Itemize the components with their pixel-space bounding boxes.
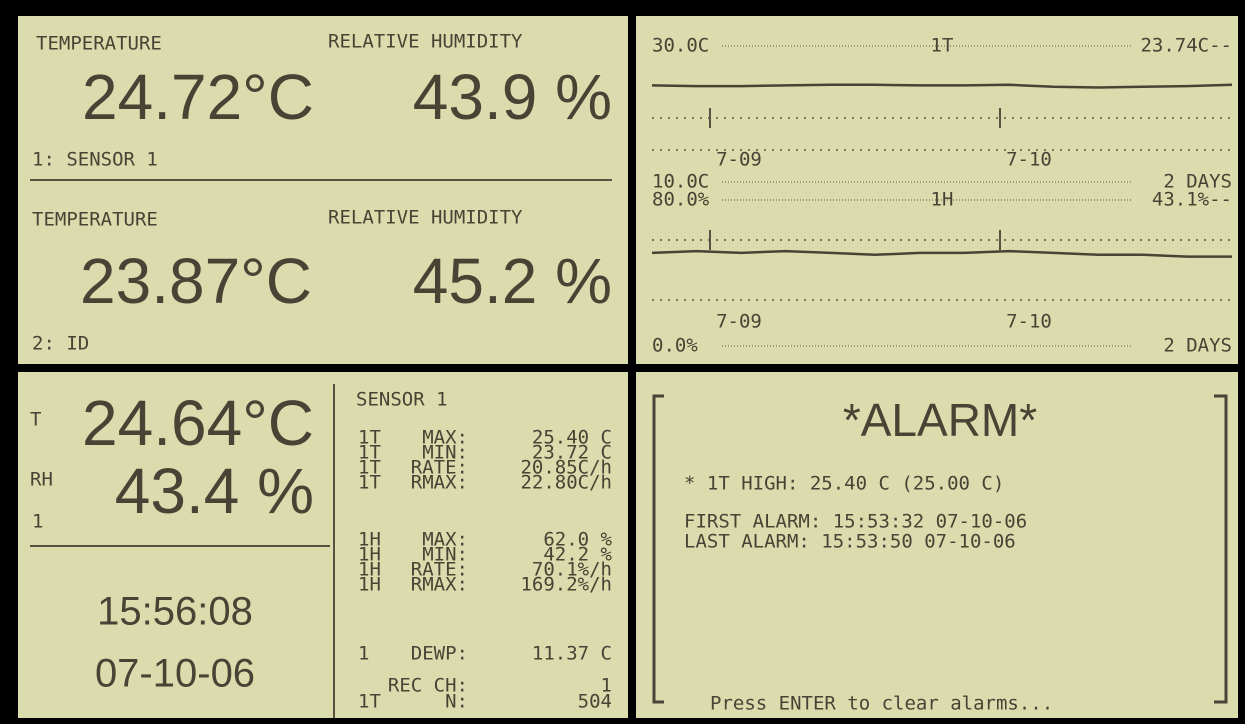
stat-value: 22.80C/h xyxy=(520,472,612,494)
temperature: 24.72°C xyxy=(82,61,314,133)
stat-channel: 1T xyxy=(358,472,381,494)
span: 2 DAYS xyxy=(1163,335,1232,357)
stat-label: N: xyxy=(445,691,468,713)
x-label: 7-09 xyxy=(716,311,762,333)
label: T xyxy=(30,409,41,431)
current: 43.1%-- xyxy=(1152,189,1232,211)
date: 07-10-06 xyxy=(95,652,255,696)
channel: 1H xyxy=(931,189,954,211)
x-label: 7-10 xyxy=(1006,311,1052,333)
stat-label: RMAX: xyxy=(411,574,468,596)
stat-value: 11.37 C xyxy=(532,643,612,665)
stat-label: DEWP: xyxy=(411,643,468,665)
stat-channel: 1T xyxy=(358,691,381,713)
footer: Press ENTER to clear alarms... xyxy=(710,693,1053,715)
first-alarm: FIRST ALARM: 15:53:32 07-10-06 xyxy=(684,511,1027,533)
humidity: 43.4 % xyxy=(115,455,314,527)
label: RELATIVE HUMIDITY xyxy=(328,207,523,229)
humidity: 45.2 % xyxy=(413,245,612,317)
sensor: 2: ID xyxy=(32,333,89,355)
alarm-title: *ALARM* xyxy=(843,394,1037,446)
stat-value: 504 xyxy=(578,691,612,713)
sensor: 1: SENSOR 1 xyxy=(32,149,158,171)
last-alarm: LAST ALARM: 15:53:50 07-10-06 xyxy=(684,531,1016,553)
y-tick-label: 0.0% xyxy=(652,335,698,357)
stat-channel: 1 xyxy=(358,643,369,665)
label: RH xyxy=(30,469,53,491)
temperature: 24.64°C xyxy=(82,387,314,459)
label: 1 xyxy=(32,511,43,533)
stat-label: RMAX: xyxy=(411,472,468,494)
label: RELATIVE HUMIDITY xyxy=(328,31,523,53)
screen: TEMPERATURE RELATIVE HUMIDITY 24.72°C 43… xyxy=(0,0,1245,724)
x-label: 7-10 xyxy=(1006,149,1052,171)
stat-channel: 1H xyxy=(358,574,381,596)
time: 15:56:08 xyxy=(97,590,253,634)
label: TEMPERATURE xyxy=(32,209,158,231)
current: 23.74C-- xyxy=(1140,35,1232,57)
y-tick-label: 80.0% xyxy=(652,189,710,211)
x-label: 7-09 xyxy=(716,149,762,171)
alarm-line: * 1T HIGH: 25.40 C (25.00 C) xyxy=(684,473,1004,495)
stat-value: 169.2%/h xyxy=(520,574,612,596)
channel: 1T xyxy=(931,35,954,57)
label: TEMPERATURE xyxy=(36,33,162,55)
stats-title: SENSOR 1 xyxy=(356,389,448,411)
y-tick-label: 30.0C xyxy=(652,35,709,57)
temperature: 23.87°C xyxy=(80,245,312,317)
humidity: 43.9 % xyxy=(413,61,612,133)
